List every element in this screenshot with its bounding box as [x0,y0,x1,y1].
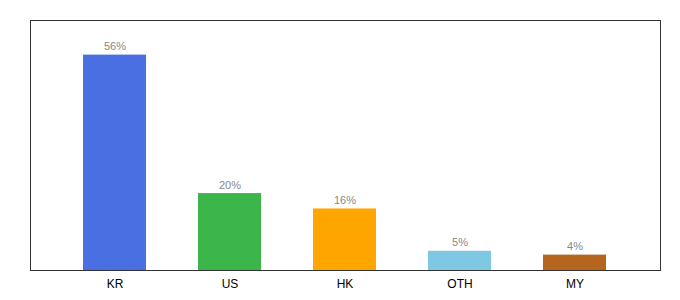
svg-text:MY: MY [566,277,584,291]
svg-text:20%: 20% [219,179,241,191]
svg-text:KR: KR [107,277,124,291]
svg-text:OTH: OTH [447,277,472,291]
svg-text:4%: 4% [567,240,583,252]
svg-text:HK: HK [337,277,354,291]
svg-text:16%: 16% [334,194,356,206]
svg-text:US: US [222,277,239,291]
svg-text:5%: 5% [452,236,468,248]
svg-text:56%: 56% [104,40,126,52]
